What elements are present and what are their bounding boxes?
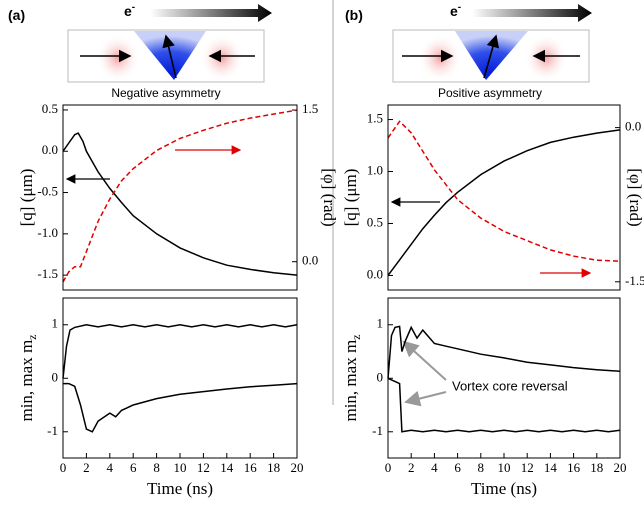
electron-arrow [150,4,272,22]
y-axis-label: [q] (μm) [341,169,360,227]
y-tick-label: -1.0 [37,225,58,240]
panel-label: (b) [345,7,363,23]
y2-tick-label: 1.5 [302,101,318,116]
electron-arrow [472,4,592,22]
schematic-caption: Positive asymmetry [438,86,542,100]
y-tick-label: 0.0 [42,142,58,157]
core-arrow [162,34,177,79]
y-axis-label-text: [q] (μm) [17,169,36,227]
electron-label: e- [124,2,135,19]
electron-sup: - [458,2,461,13]
y-axis-label-text: min, max m [341,340,360,422]
annotation-arrow [402,340,447,381]
plot-frame [62,297,298,459]
y-tick-label: 1 [377,316,384,331]
y-tick-label: 0 [52,369,59,384]
y-axis-label: [q] (μm) [17,169,36,227]
x-tick-label: 0 [60,460,67,475]
pink-blob [200,34,244,82]
x-tick-label: 10 [498,460,511,475]
x-tick-label: 2 [83,460,90,475]
annotation-arrow [404,390,447,407]
y-axis-label-text: min, max m [17,340,36,422]
panel-label: (a) [8,7,25,23]
electron: e [124,3,132,19]
x-tick-label: 6 [454,460,461,475]
x-tick-label: 10 [174,460,187,475]
series-line [387,129,621,276]
plot-frame [387,297,621,459]
vortex-wedge [455,31,528,80]
x-tick-label: 6 [130,460,137,475]
annotation: Vortex core reversal [452,378,568,393]
x-tick-label: 8 [478,460,485,475]
plot-frame [62,104,298,291]
y-tick-label: 0.5 [42,101,58,116]
y-tick-label: 1.0 [367,163,383,178]
series-line [62,109,298,283]
pink-blob [96,34,140,82]
y-tick-label: -0.5 [37,184,58,199]
series-line [387,325,621,379]
x-tick-label: 0 [385,460,392,475]
y-tick-label: 1 [52,316,59,331]
electron-label: e- [450,2,461,19]
x-tick-label: 12 [197,460,210,475]
series-line [62,324,298,379]
y-axis-label-sub: z [349,334,363,339]
electron: e [450,3,458,19]
x-tick-label: 18 [590,460,603,475]
y-tick-label: 1.5 [367,111,383,126]
x-axis-label: Time (ns) [147,479,213,498]
y2-tick-label: 0.0 [302,253,318,268]
core-arrow [483,34,500,79]
y-axis-label: min, max mz [341,334,363,421]
x-tick-label: 2 [408,460,415,475]
y-tick-label: 0 [377,369,384,384]
y-tick-label: 0.0 [367,266,383,281]
y2-tick-label: 0.0 [625,119,641,134]
x-tick-label: 4 [107,460,114,475]
series-line [387,377,621,433]
series-line [63,382,298,433]
y-tick-label: -1 [372,423,383,438]
x-tick-label: 20 [291,460,304,475]
pink-blob [524,34,568,82]
y-axis-label-sub: z [25,334,39,339]
x-tick-label: 14 [220,460,234,475]
x-tick-label: 16 [244,460,258,475]
pink-blob [418,34,462,82]
x-tick-label: 12 [521,460,534,475]
schematic-caption: Negative asymmetry [111,86,220,100]
y2-tick-label: -1.5 [625,273,644,288]
x-tick-label: 16 [567,460,581,475]
y-tick-label: -1 [47,423,58,438]
y2-axis-label: [φ] (rad) [626,168,644,226]
y2-axis-label: [φ] (rad) [320,168,339,226]
x-tick-label: 14 [544,460,558,475]
y-tick-label: -1.5 [37,266,58,281]
x-axis-label: Time (ns) [471,479,537,498]
y-axis-label: min, max mz [17,334,39,421]
x-tick-label: 8 [153,460,160,475]
x-tick-label: 4 [431,460,438,475]
y-axis-label-text: [q] (μm) [341,169,360,227]
electron-sup: - [132,2,135,13]
plot-frame [387,104,621,291]
x-tick-label: 20 [614,460,627,475]
series-line [387,120,621,262]
x-tick-label: 18 [267,460,280,475]
y-tick-label: 0.5 [367,214,383,229]
series-line [62,132,298,276]
